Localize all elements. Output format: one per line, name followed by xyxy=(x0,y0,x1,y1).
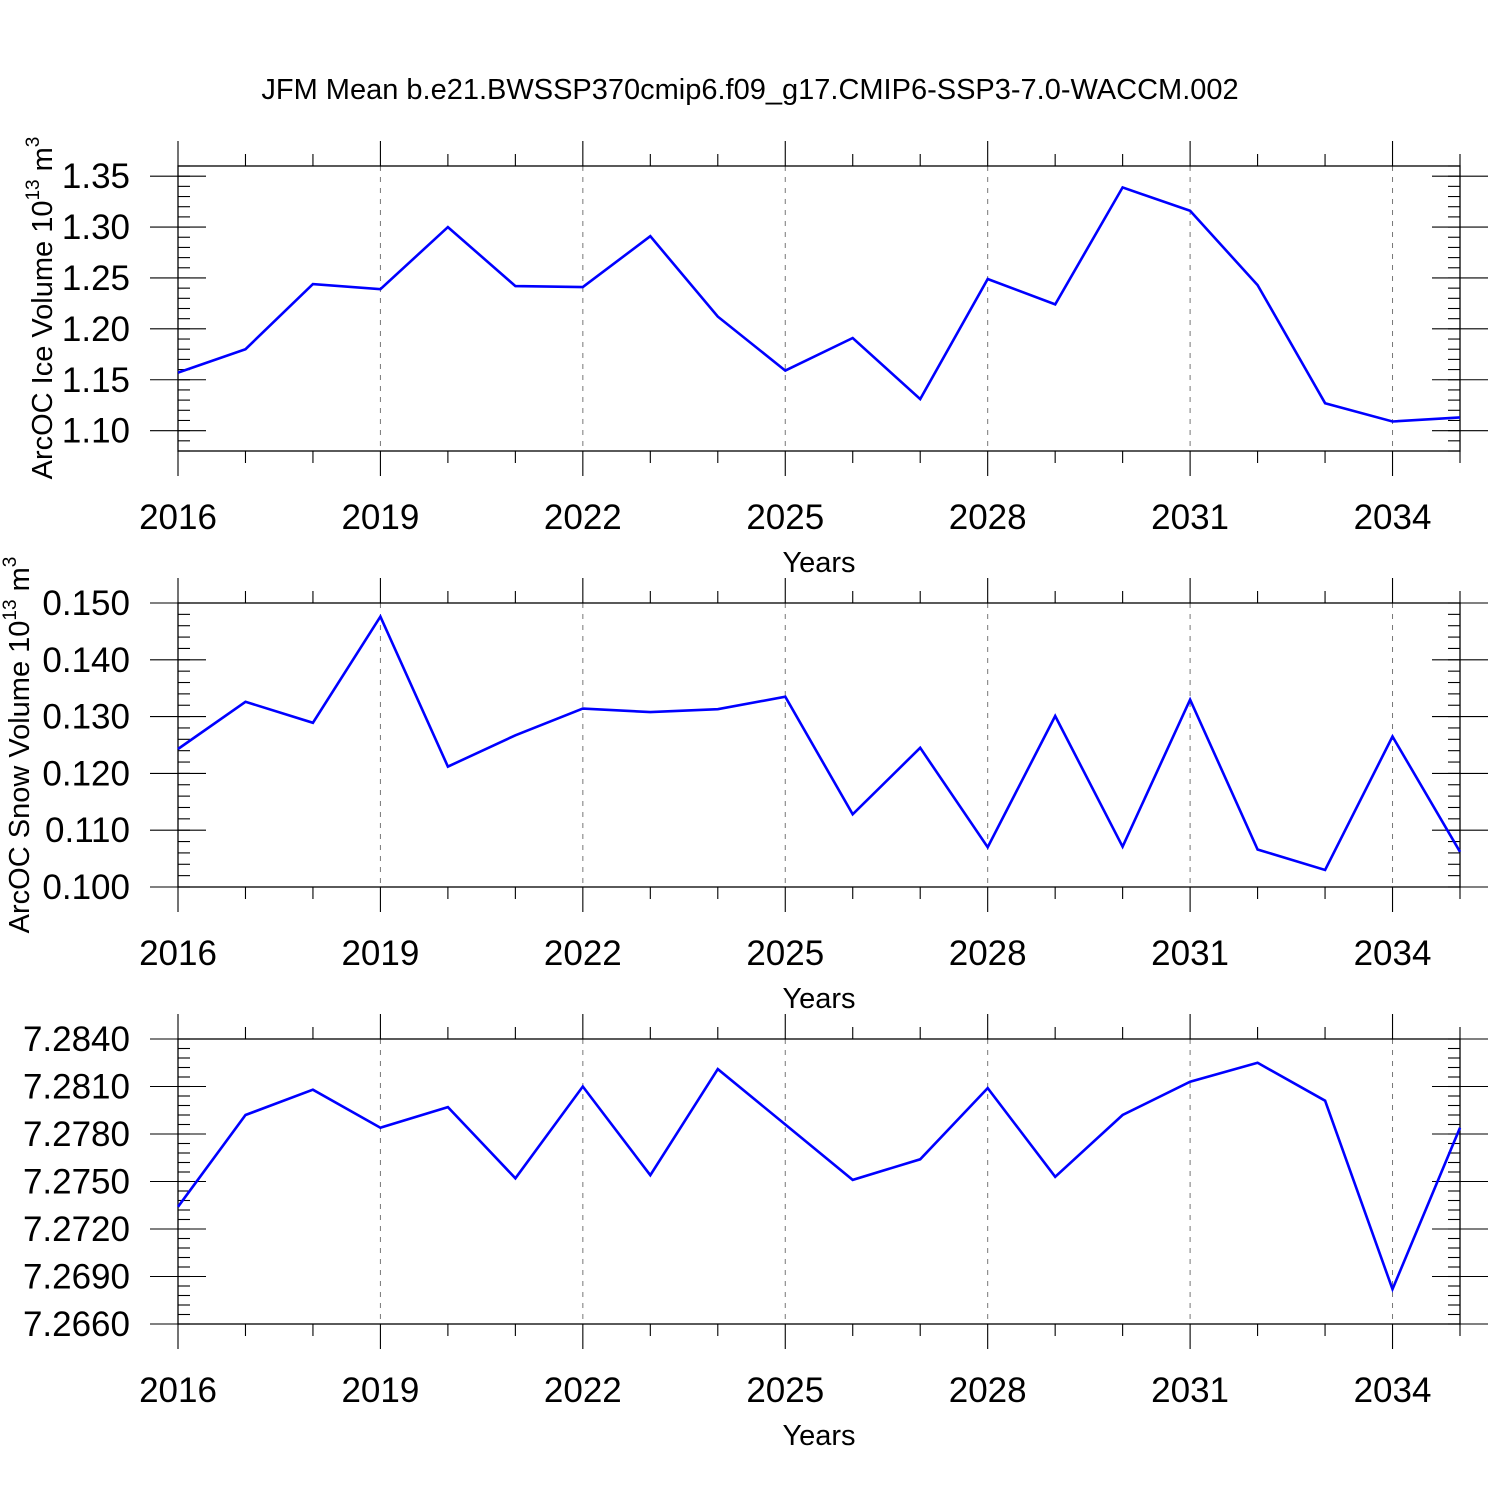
x-tick-label: 2034 xyxy=(1354,1371,1432,1410)
y-tick-label: 0.110 xyxy=(45,811,130,850)
y-tick-label: 1.15 xyxy=(62,361,130,400)
x-tick-label: 2019 xyxy=(341,934,419,973)
x-tick-label: 2022 xyxy=(544,934,622,973)
x-tick-label: 2019 xyxy=(341,498,419,537)
y-tick-label: 7.2720 xyxy=(23,1210,130,1249)
plot-frame xyxy=(177,165,1461,452)
x-tick-label: 2031 xyxy=(1151,934,1229,973)
data-series-line xyxy=(177,613,1462,872)
x-tick-label: 2028 xyxy=(949,934,1027,973)
x-tick-label: 2034 xyxy=(1354,934,1432,973)
y-tick-label: 7.2780 xyxy=(23,1115,130,1154)
y-tick-label: 1.30 xyxy=(62,208,130,247)
y-tick-label: 7.2750 xyxy=(23,1163,130,1202)
chart-panel-1: 2016 2019 2022 2025 2028 2031 2034 1.10 1.15 1.20… xyxy=(23,137,1488,579)
y-tick-label: 1.20 xyxy=(62,310,130,349)
y-axis-title-unit-exponent: 3 xyxy=(23,137,44,148)
x-tick-label: 2022 xyxy=(544,498,622,537)
y-axis-title: ArcOC Ice Volume 1013 m3 xyxy=(23,137,59,480)
y-tick-label: 7.2840 xyxy=(23,1020,130,1059)
chart-panel-2: 2016 2019 2022 2025 2028 2031 2034 0.100 0.110 0.… xyxy=(0,557,1488,1015)
y-axis-title: ArcOC Snow Volume 1013 m3 xyxy=(0,557,36,934)
y-axis-title-text: ArcOC Ice Volume 10 xyxy=(27,201,59,480)
y-tick-label: 0.130 xyxy=(42,698,130,737)
y-tick-label: 7.2690 xyxy=(23,1258,130,1297)
y-tick-label: 1.25 xyxy=(62,259,130,298)
y-axis-title-exponent: 13 xyxy=(23,179,44,200)
y-tick-label: 0.100 xyxy=(42,868,130,907)
y-tick-label: 1.10 xyxy=(62,412,130,451)
x-tick-label: 2025 xyxy=(746,498,824,537)
x-tick-label: 2025 xyxy=(746,1371,824,1410)
plot-frame xyxy=(177,1038,1461,1325)
x-tick-label: 2019 xyxy=(341,1371,419,1410)
plot-frame xyxy=(177,602,1461,888)
x-tick-label: 2016 xyxy=(139,498,217,537)
x-tick-label: 2028 xyxy=(949,1371,1027,1410)
data-series-line xyxy=(176,1061,1462,1293)
x-tick-label: 2025 xyxy=(746,934,824,973)
y-tick-label: 7.2810 xyxy=(23,1068,130,1107)
y-tick-label: 0.140 xyxy=(42,641,130,680)
x-tick-label: 2031 xyxy=(1151,498,1229,537)
y-axis-title-unit-exponent: 3 xyxy=(0,557,21,568)
x-tick-label: 2034 xyxy=(1354,498,1432,537)
x-tick-label: 2022 xyxy=(544,1371,622,1410)
x-tick-label: 2031 xyxy=(1151,1371,1229,1410)
x-axis-title: Years xyxy=(782,1420,855,1452)
y-tick-label: 1.35 xyxy=(62,157,130,196)
y-axis-title-text: ArcOC Snow Volume 10 xyxy=(4,621,36,934)
x-tick-label: 2016 xyxy=(139,1371,217,1410)
data-series-line xyxy=(177,185,1461,423)
x-axis-title: Years xyxy=(782,547,855,579)
x-axis-title: Years xyxy=(782,983,855,1015)
chart-title: JFM Mean b.e21.BWSSP370cmip6.f09_g17.CMI… xyxy=(261,74,1238,106)
x-tick-label: 2016 xyxy=(139,934,217,973)
y-axis-title-exponent: 13 xyxy=(0,599,21,620)
y-axis-title-unit: m xyxy=(4,567,36,599)
x-tick-label: 2028 xyxy=(949,498,1027,537)
y-tick-label: 7.2660 xyxy=(23,1305,130,1344)
y-axis-title-unit: m xyxy=(27,147,59,179)
y-tick-label: 0.150 xyxy=(42,584,130,623)
y-tick-label: 0.120 xyxy=(42,754,130,793)
chart-panel-3: 2016 2019 2022 2025 2028 2031 2034 7.2660 7.2690… xyxy=(23,1014,1488,1452)
